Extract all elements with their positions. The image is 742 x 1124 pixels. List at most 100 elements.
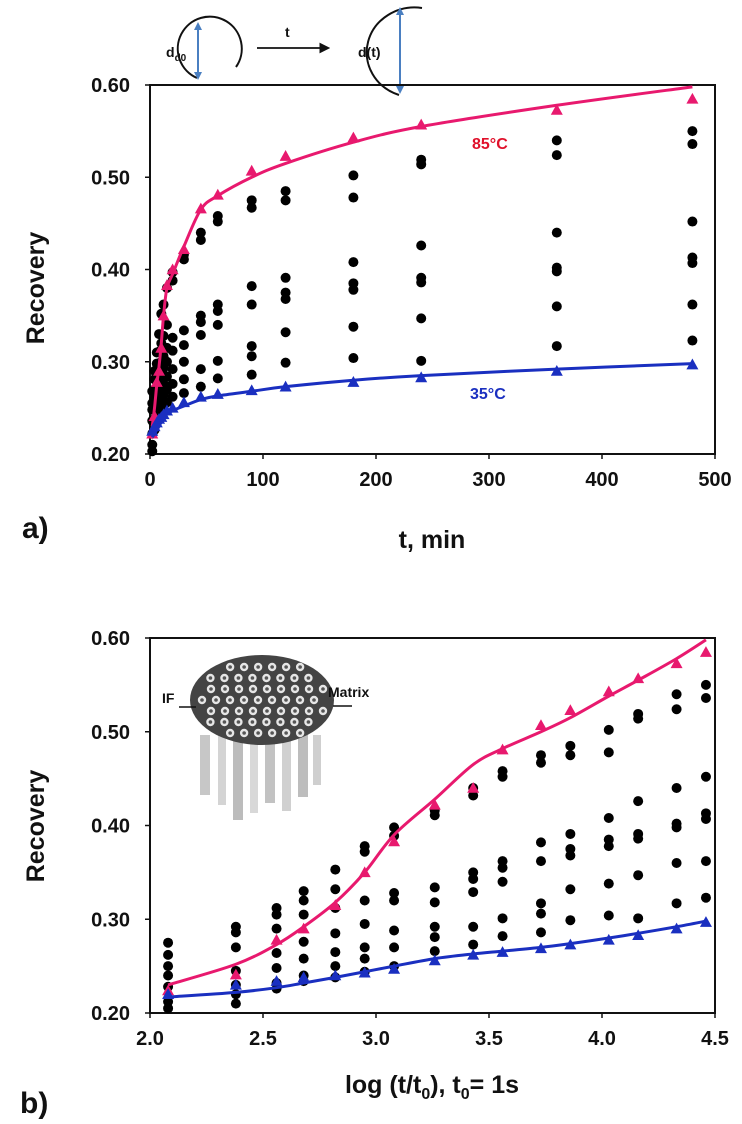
fiber-core [321,687,325,691]
fiber-core [237,709,241,713]
axis-ticks-a: 0.20 0.30 0.40 0.50 0.60 0 100 200 300 400 500 [91,75,732,491]
data-point [212,306,223,317]
data-point [348,257,359,268]
data-point [178,340,189,351]
marker-35c [358,966,371,978]
fiber-core [298,731,302,735]
data-point [280,195,291,206]
fiber-core [242,698,246,702]
data-point [671,898,682,909]
marker-35c [166,401,179,413]
marker-85c [550,103,563,115]
panel-label-b: b) [20,1087,48,1120]
marker-85c [329,899,342,910]
data-point [271,963,282,973]
data-point [359,953,370,964]
data-point [178,254,189,265]
marker-85c [347,131,360,143]
marker-35c [632,929,645,940]
panel-b: 0.20 0.30 0.40 0.50 0.60 2.0 2.5 3.0 3.5 4.0 4.5 I… [20,628,729,1120]
marker-85c [245,164,258,176]
fiber-core [298,665,302,669]
marker-85c [415,118,428,130]
data-point [603,747,614,758]
data-point [161,356,172,367]
fiber-core [270,665,274,669]
data-point [280,294,291,305]
data-point [298,909,309,920]
x-tick-label: 300 [472,469,505,491]
data-point [330,947,341,958]
data-point [603,841,614,852]
data-point [195,317,206,328]
marker-35c [211,388,224,399]
x-tick-label: 500 [698,469,731,491]
data-point [551,341,562,352]
marker-35c [177,396,190,408]
data-point [468,921,479,932]
data-point [271,923,282,934]
fiber-core [292,720,297,724]
data-point [535,757,546,768]
plot-area-a [149,84,716,455]
data-point [178,356,189,367]
marker-35c [699,916,712,927]
fiber-core [284,731,288,735]
data-point [429,932,440,943]
fiber-core [236,720,241,724]
fiber-core [222,676,227,680]
data-point [330,884,341,895]
fiber-core [256,665,260,669]
data-point [195,329,206,340]
marker-35c [160,404,173,416]
data-point [416,240,427,251]
fiber-core [293,709,297,713]
data-point [389,925,400,936]
x-tick-label: 4.0 [588,1028,616,1050]
marker-85c [686,92,699,104]
fiber-core [237,687,241,691]
x-axis-label-b: log (t/t0), t0= 1s [345,1071,519,1103]
data-point [497,913,508,924]
data-point [535,750,546,761]
data-point [178,388,189,399]
fiber-core [251,687,255,691]
fiber-core [293,687,297,691]
data-point [246,369,257,380]
fiber-core [251,709,255,713]
marker-85c [670,657,683,669]
data-point [535,837,546,848]
data-point [565,850,576,861]
data-point [178,325,189,336]
data-point [280,327,291,338]
data-point [230,998,241,1009]
data-point [389,888,400,898]
marker-35c [279,380,292,392]
marker-85c [602,685,615,697]
fiber-core [209,687,213,691]
data-point [565,750,576,761]
x-tick-label: 400 [585,469,618,491]
data-point [167,364,178,375]
y-tick-label: 0.40 [91,260,130,282]
fit-line-35c [167,919,707,999]
fiber-core [292,676,297,680]
y-tick-label: 0.40 [91,816,130,838]
data-point [167,332,178,343]
data-point [195,364,206,375]
data-point [700,679,711,690]
data-point [230,942,241,953]
data-point [163,970,174,981]
data-point [687,216,698,227]
fiber-core [208,676,213,680]
marker-85c [564,704,577,715]
data-point [195,234,206,245]
fiber-core [312,698,316,702]
data-point [429,810,440,821]
data-point [700,771,711,782]
data-point [671,858,682,868]
marker-35c [428,954,441,966]
marker-35c [467,948,480,960]
data-point [167,345,178,356]
